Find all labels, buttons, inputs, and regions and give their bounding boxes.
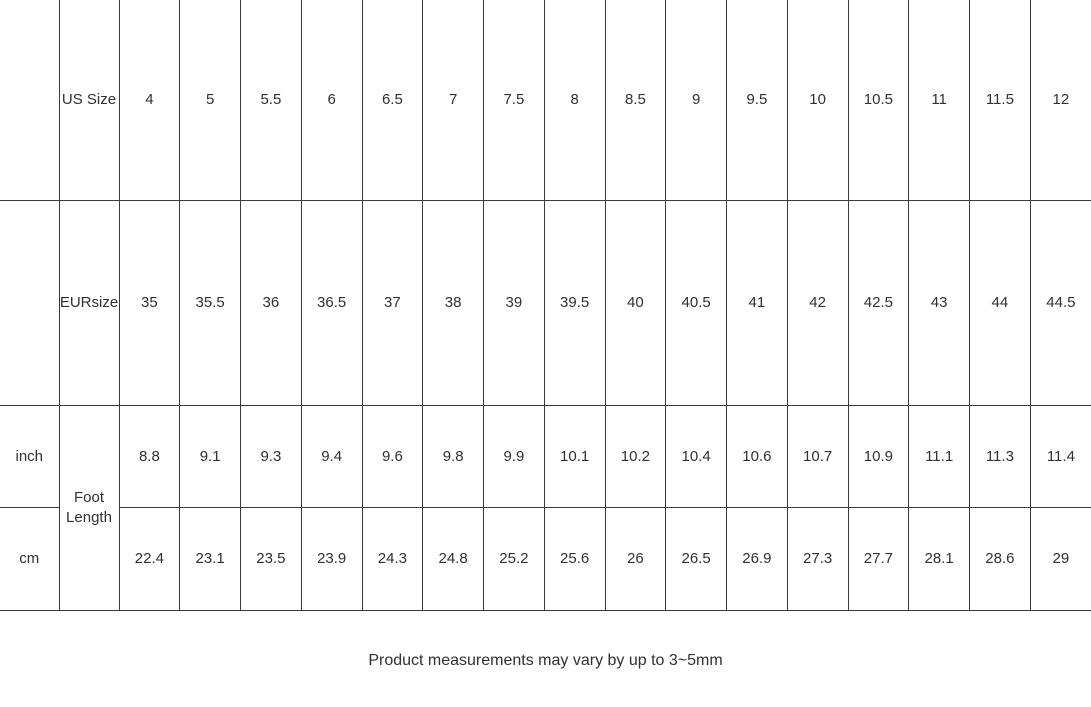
value-cell: 7.5 (483, 0, 545, 201)
value-cell: 11 (908, 0, 970, 201)
value-cell: 37 (361, 199, 424, 406)
value-cell: 24.3 (361, 506, 424, 611)
value-cell: 23.5 (240, 506, 302, 611)
value-cell: 8 (543, 0, 606, 201)
value-cell: 22.4 (118, 506, 181, 611)
value-cell: 11.1 (908, 404, 970, 508)
unit-label-cell: inch (0, 404, 60, 508)
value-cell: 8.5 (604, 0, 667, 201)
value-cell: 26.5 (665, 506, 727, 611)
size-chart-table: US Size 4 5 5.5 6 6.5 7 7.5 8 8.5 9 9.5 10 10.5 11 11.5… (0, 0, 1091, 611)
value-cell: 10 (786, 0, 849, 201)
measurement-note: Product measurements may vary by up to 3… (368, 651, 723, 669)
table-row: cm 22.4 23.1 23.5 23.9 24.3 24.8 25.2 25.6 26 26.5… (0, 506, 1091, 611)
value-cell: 25.6 (543, 506, 606, 611)
table-row: US Size 4 5 5.5 6 6.5 7 7.5 8 8.5 9 9.5 10 10.5 11 11.5… (0, 0, 1091, 201)
value-cell: 5 (179, 0, 241, 201)
value-cell: 44.5 (1029, 199, 1091, 406)
value-cell: 6.5 (361, 0, 424, 201)
value-cell: 25.2 (483, 506, 545, 611)
value-cell: 42 (786, 199, 849, 406)
value-cell: 26 (604, 506, 667, 611)
value-cell: 38 (422, 199, 484, 406)
value-cell: 27.3 (786, 506, 849, 611)
value-cell: 10.1 (543, 404, 606, 508)
value-cell: 9.6 (361, 404, 424, 508)
value-cell: 39 (483, 199, 545, 406)
value-cell: 41 (726, 199, 788, 406)
value-cell: 10.6 (726, 404, 788, 508)
value-cell: 9.1 (179, 404, 241, 508)
value-cell: 40 (604, 199, 667, 406)
value-cell: 7 (422, 0, 484, 201)
value-cell: 42.5 (847, 199, 910, 406)
value-cell: 4 (118, 0, 181, 201)
unit-label-cell (0, 199, 60, 406)
table-row: inch Foot Length 8.8 9.1 9.3 9.4 9.6 9.8 9.9 10.1… (0, 404, 1091, 611)
value-cell: 10.2 (604, 404, 667, 508)
value-cell: 23.9 (300, 506, 363, 611)
value-cell: 29 (1029, 506, 1091, 611)
value-cell: 5.5 (240, 0, 302, 201)
row-label-cell: Foot Length (58, 404, 120, 611)
value-cell: 9.3 (240, 404, 302, 508)
value-cell: 10.7 (786, 404, 849, 508)
value-cell: 39.5 (543, 199, 606, 406)
row-label-cell: EURsize (58, 199, 120, 406)
value-cell: 27.7 (847, 506, 910, 611)
value-cell: 36.5 (300, 199, 363, 406)
value-cell: 12 (1029, 0, 1091, 201)
value-cell: 40.5 (665, 199, 727, 406)
value-cell: 24.8 (422, 506, 484, 611)
value-cell: 11.4 (1029, 404, 1091, 508)
value-cell: 28.6 (969, 506, 1031, 611)
value-cell: 10.5 (847, 0, 910, 201)
value-cell: 8.8 (118, 404, 181, 508)
value-cell: 28.1 (908, 506, 970, 611)
value-cell: 9.4 (300, 404, 363, 508)
value-cell: 11.3 (969, 404, 1031, 508)
value-cell: 43 (908, 199, 970, 406)
size-chart: US Size 4 5 5.5 6 6.5 7 7.5 8 8.5 9 9.5 10 10.5 11 11.5… (0, 0, 1091, 669)
value-cell: 23.1 (179, 506, 241, 611)
row-label-cell: US Size (58, 0, 120, 201)
value-cell: 9 (665, 0, 727, 201)
unit-label-cell (0, 0, 60, 201)
value-cell: 44 (969, 199, 1031, 406)
value-cell: 11.5 (969, 0, 1031, 201)
value-cell: 9.9 (483, 404, 545, 508)
unit-label-cell: cm (0, 506, 60, 611)
value-cell: 10.4 (665, 404, 727, 508)
value-cell: 26.9 (726, 506, 788, 611)
value-cell: 9.8 (422, 404, 484, 508)
value-cell: 35 (118, 199, 181, 406)
value-cell: 6 (300, 0, 363, 201)
value-cell: 9.5 (726, 0, 788, 201)
value-cell: 36 (240, 199, 302, 406)
value-cell: 35.5 (179, 199, 241, 406)
value-cell: 10.9 (847, 404, 910, 508)
table-row: EURsize 35 35.5 36 36.5 37 38 39 39.5 40 40.5 41 42 4… (0, 199, 1091, 406)
